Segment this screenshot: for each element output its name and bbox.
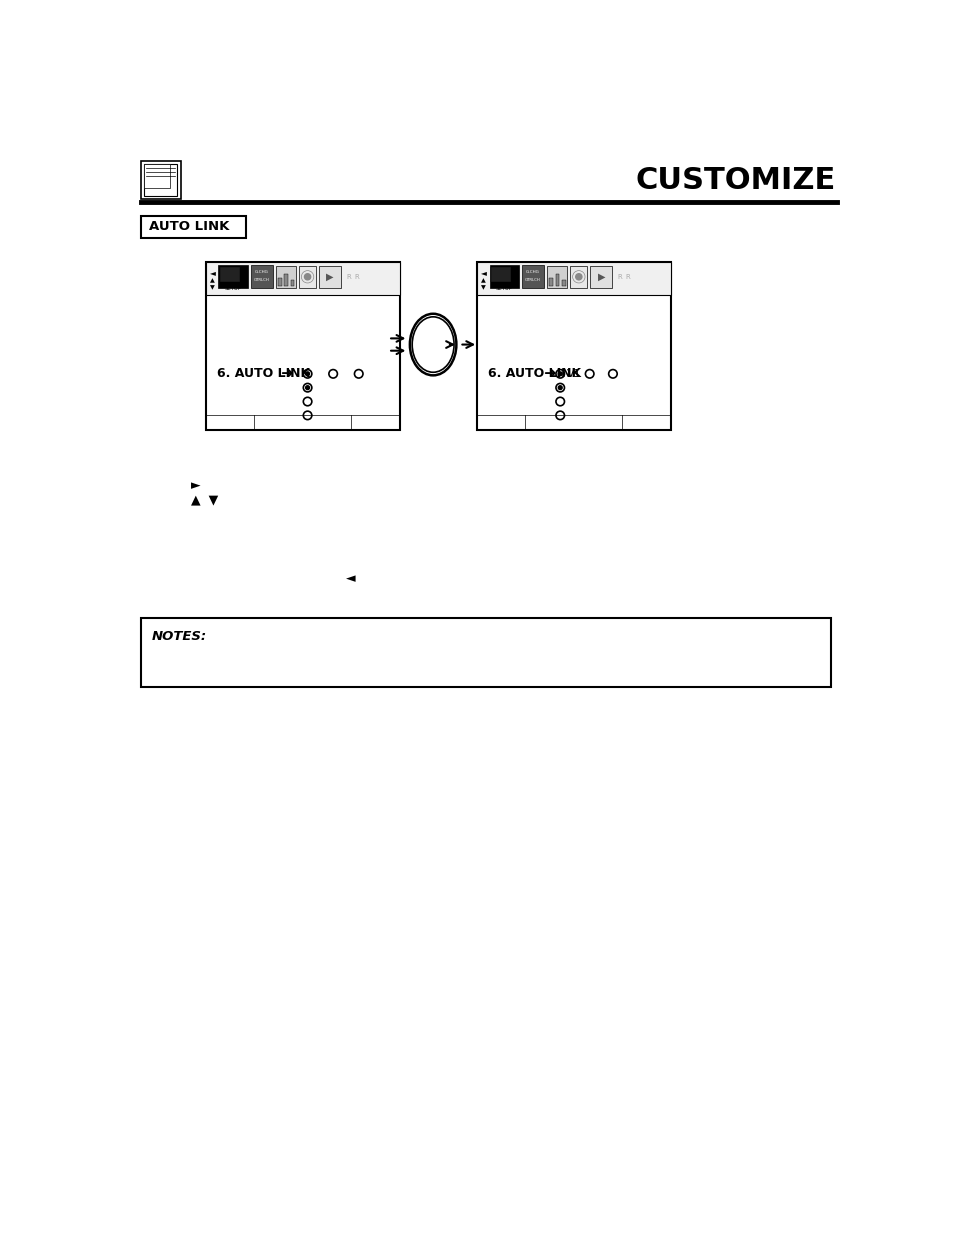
Text: G-CHG: G-CHG [526, 270, 539, 274]
Text: V1: V1 [566, 369, 580, 379]
Bar [319, 266, 340, 288]
Text: ▲  ▼: ▲ ▼ [191, 493, 217, 506]
Text: CUSTOMIZE: CUSTOMIZE [636, 165, 835, 195]
Bar [521, 266, 543, 288]
Text: 6. AUTO LINK: 6. AUTO LINK [216, 367, 310, 380]
Text: NOTES:: NOTES: [152, 630, 207, 643]
Bar [549, 278, 553, 287]
Text: R: R [624, 274, 629, 280]
Text: R: R [617, 274, 621, 280]
Bar [141, 216, 245, 237]
Bar [546, 266, 567, 288]
Circle shape [305, 372, 309, 375]
Circle shape [558, 385, 561, 389]
Bar [144, 163, 176, 196]
Text: GTRLCH: GTRLCH [525, 278, 540, 282]
Bar [206, 415, 399, 430]
Bar [251, 266, 273, 288]
Text: SETUP: SETUP [496, 287, 513, 291]
Text: ▶: ▶ [597, 272, 604, 282]
Bar [491, 267, 511, 282]
Text: SETUP: SETUP [225, 287, 241, 291]
Bar [476, 415, 670, 430]
Text: ▲: ▲ [480, 278, 485, 283]
Bar [555, 274, 558, 287]
Text: G-CHG: G-CHG [254, 270, 269, 274]
Bar [206, 262, 399, 294]
Text: R: R [346, 274, 351, 280]
Text: 6. AUTO LINK: 6. AUTO LINK [488, 367, 580, 380]
Bar [218, 266, 248, 288]
Bar [278, 278, 282, 287]
Bar [561, 280, 565, 287]
Text: ▶: ▶ [326, 272, 334, 282]
Bar [284, 274, 288, 287]
Circle shape [575, 274, 581, 280]
Bar [476, 262, 670, 430]
Text: ➜: ➜ [280, 367, 293, 382]
Circle shape [304, 274, 311, 280]
Bar [275, 266, 295, 288]
Text: ➜: ➜ [542, 367, 556, 382]
Ellipse shape [412, 317, 454, 372]
Bar [220, 267, 240, 282]
Circle shape [305, 385, 309, 389]
Bar [298, 266, 315, 288]
Bar [590, 266, 612, 288]
Bar [141, 161, 181, 199]
Bar [206, 262, 399, 430]
Circle shape [558, 372, 561, 375]
Text: ▼: ▼ [210, 285, 214, 290]
Text: ►: ► [191, 479, 200, 493]
Text: ▲: ▲ [210, 278, 214, 283]
Text: R: R [354, 274, 358, 280]
Bar [489, 266, 518, 288]
Text: AUTO LINK: AUTO LINK [149, 220, 229, 233]
Text: ◄: ◄ [210, 268, 215, 278]
Text: GTRLCH: GTRLCH [253, 278, 270, 282]
Bar [291, 280, 294, 287]
Bar [141, 618, 830, 687]
Text: ◄: ◄ [480, 268, 487, 278]
Bar [144, 163, 171, 188]
Text: ▼: ▼ [480, 285, 485, 290]
Bar [476, 262, 670, 294]
Text: ◄: ◄ [345, 572, 355, 584]
Bar [570, 266, 587, 288]
